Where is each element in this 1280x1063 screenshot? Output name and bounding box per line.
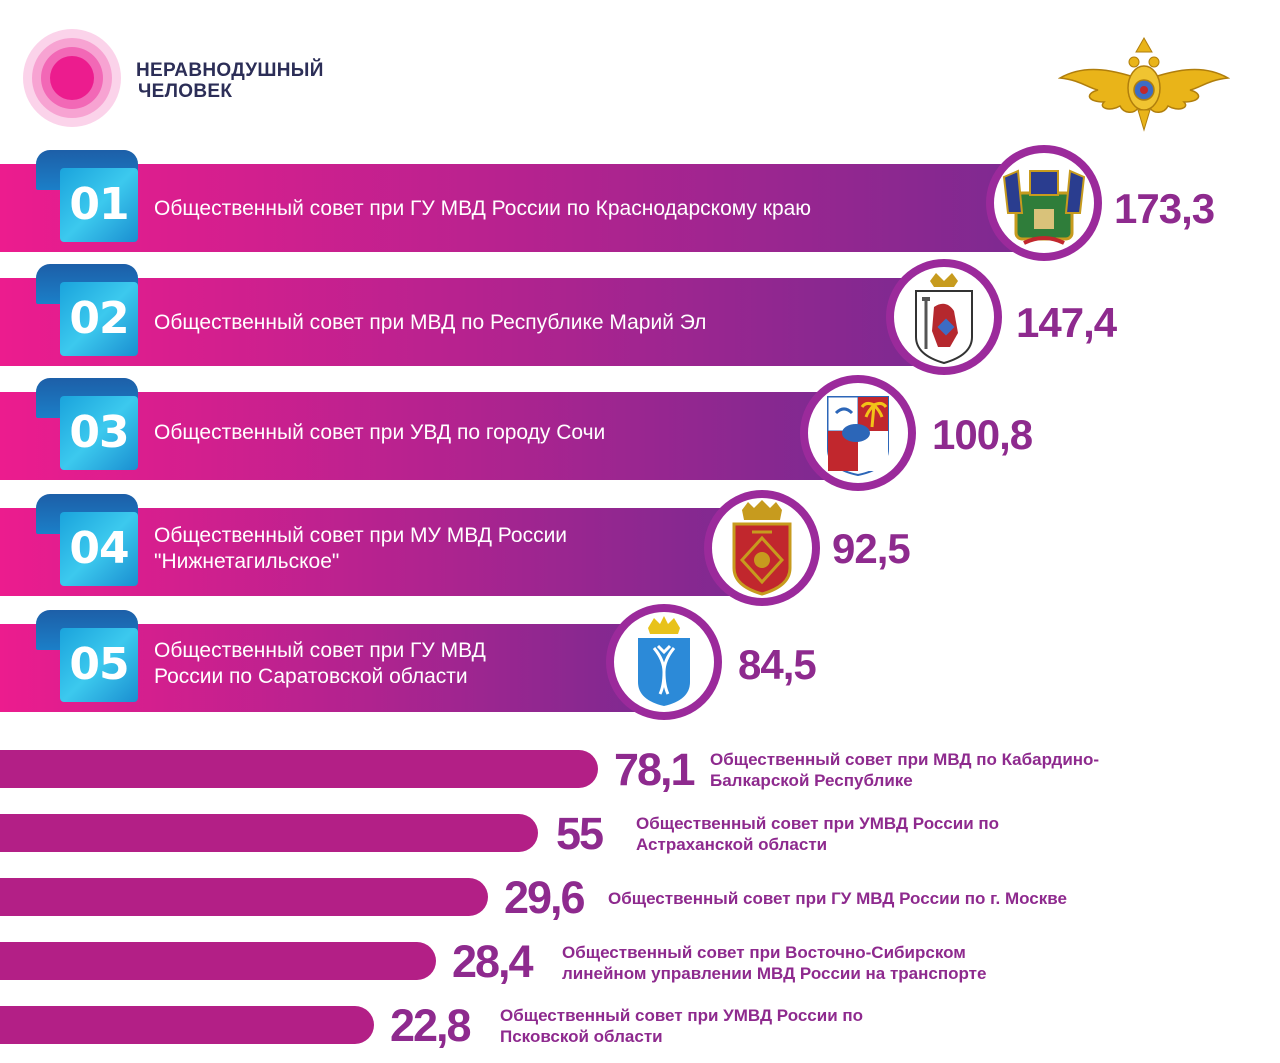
bottom-label-8-line1: Общественный совет при ГУ МВД России по … [608, 889, 1067, 908]
bottom-bar-9 [0, 942, 436, 980]
mari-el-coat-of-arms-icon [915, 273, 973, 365]
saratov-coat-of-arms-icon [638, 616, 690, 706]
bar-label-5: Общественный совет при ГУ МВД России по … [154, 638, 486, 690]
brand-name-line1: НЕРАВНОДУШНЫЙ [136, 60, 324, 81]
seal-5 [606, 604, 722, 720]
bottom-label-10: Общественный совет при УМВД России по Пс… [500, 1005, 863, 1047]
rank-number-3: 03 [60, 396, 138, 470]
bottom-label-6-line2: Балкарской Республике [710, 771, 913, 790]
value-5: 84,5 [738, 641, 817, 688]
value-7: 55 [556, 808, 604, 859]
value-10: 22,8 [390, 1000, 472, 1051]
value-2: 147,4 [1016, 299, 1117, 346]
value-3: 100,8 [932, 411, 1033, 458]
rank-number-5: 05 [60, 628, 138, 702]
seal-2 [886, 259, 1002, 375]
bottom-label-8: Общественный совет при ГУ МВД России по … [608, 888, 1067, 909]
bottom-label-9: Общественный совет при Восточно-Сибирско… [562, 942, 986, 984]
bottom-label-7-line1: Общественный совет при УМВД России по [636, 814, 1000, 833]
value-4: 92,5 [832, 525, 911, 572]
bottom-bar-6 [0, 750, 598, 788]
bar-label-4-line1: Общественный совет при МУ МВД России [154, 524, 568, 547]
rank-number-1: 01 [60, 168, 138, 242]
brand-name: НЕРАВНОДУШНЫЙ ЧЕЛОВЕК [136, 60, 324, 102]
bottom-label-6: Общественный совет при МВД по Кабардино-… [710, 749, 1099, 791]
bottom-label-9-line2: линейном управлении МВД России на трансп… [562, 964, 987, 983]
bottom-label-7: Общественный совет при УМВД России по Ас… [636, 813, 999, 855]
mvd-eagle-emblem-icon [1058, 36, 1230, 132]
bar-label-2: Общественный совет при МВД по Республике… [154, 311, 707, 334]
seal-1 [986, 145, 1102, 261]
seal-4 [704, 490, 820, 606]
top-bar-2 [0, 278, 952, 366]
bar-label-5-line1: Общественный совет при ГУ МВД [154, 639, 486, 662]
bottom-label-6-line1: Общественный совет при МВД по Кабардино- [710, 750, 1100, 769]
top-bar-3 [0, 392, 866, 480]
bottom-label-9-line1: Общественный совет при Восточно-Сибирско… [562, 943, 966, 962]
bottom-bar-10 [0, 1006, 374, 1044]
bar-label-3: Общественный совет при УВД по городу Соч… [154, 421, 606, 444]
bottom-bar-8 [0, 878, 488, 916]
bar-label-4-line2: "Нижнетагильское" [154, 550, 340, 573]
nizhny-tagil-coat-of-arms-icon [732, 500, 792, 596]
top-bar-1 [0, 164, 1052, 252]
value-9: 28,4 [452, 936, 534, 987]
bottom-label-10-line2: Псковской области [500, 1027, 663, 1046]
bottom-bar-7 [0, 814, 538, 852]
rank-number-4: 04 [60, 512, 138, 586]
value-8: 29,6 [504, 872, 586, 923]
bottom-label-7-line2: Астраханской области [636, 835, 828, 854]
bar-label-4: Общественный совет при МУ МВД России "Ни… [154, 523, 567, 575]
bar-label-1: Общественный совет при ГУ МВД России по … [154, 197, 812, 220]
value-6: 78,1 [614, 744, 696, 795]
rank-number-2: 02 [60, 282, 138, 356]
bottom-label-10-line1: Общественный совет при УМВД России по [500, 1006, 864, 1025]
krasnodar-coat-of-arms-icon [1002, 169, 1086, 245]
brand-logo-icon [23, 29, 121, 127]
seal-3 [800, 375, 916, 491]
brand-name-line2: ЧЕЛОВЕК [138, 81, 233, 102]
bar-label-5-line2: России по Саратовской области [154, 665, 468, 688]
value-1: 173,3 [1114, 185, 1215, 232]
sochi-coat-of-arms-icon [827, 396, 889, 477]
